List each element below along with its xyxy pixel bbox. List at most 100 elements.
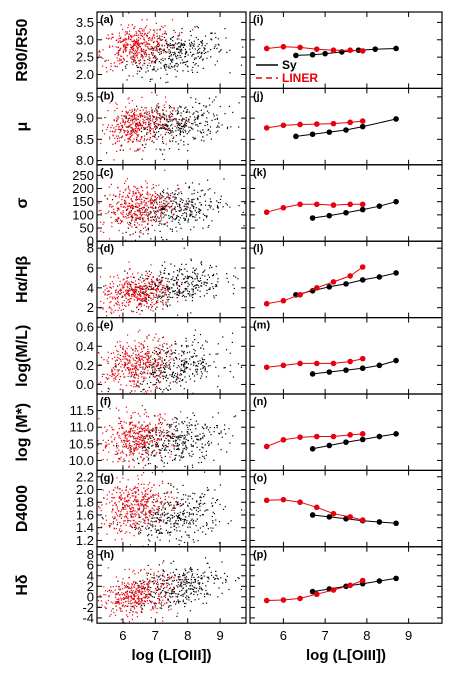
scatter-point-sy	[191, 498, 194, 500]
scatter-point-liner	[155, 387, 157, 389]
scatter-point-liner	[126, 126, 128, 128]
scatter-point-liner	[149, 210, 151, 213]
scatter-point-sy	[228, 428, 230, 430]
scatter-point-sy	[163, 149, 165, 151]
scatter-point-sy	[160, 439, 162, 441]
scatter-point-liner	[162, 33, 164, 35]
scatter-point-sy	[179, 290, 181, 293]
scatter-point-liner	[165, 198, 167, 200]
scatter-point-sy	[207, 179, 209, 181]
scatter-point-liner	[128, 444, 130, 446]
scatter-point-sy	[204, 124, 206, 127]
scatter-point-sy	[205, 363, 207, 365]
scatter-point-sy	[174, 445, 176, 447]
scatter-point-sy	[182, 444, 184, 446]
scatter-point-liner	[117, 353, 119, 356]
scatter-point-liner	[153, 292, 155, 295]
trend-point-sy	[326, 212, 333, 219]
scatter-point-sy	[199, 217, 201, 219]
scatter-point-liner	[145, 51, 147, 54]
scatter-point-liner	[102, 432, 104, 434]
scatter-point-sy	[160, 433, 163, 435]
scatter-point-liner	[128, 205, 130, 207]
scatter-point-sy	[200, 52, 202, 54]
scatter-point-liner	[108, 290, 110, 292]
scatter-point-sy	[141, 114, 143, 116]
scatter-point-liner	[132, 134, 134, 136]
scatter-point-sy	[168, 449, 171, 451]
scatter-point-sy	[172, 276, 174, 278]
scatter-point-sy	[165, 128, 167, 131]
scatter-point-sy	[152, 517, 154, 519]
scatter-point-sy	[169, 440, 171, 442]
scatter-point-sy	[160, 58, 162, 61]
y-tick-label: 50	[80, 221, 94, 236]
scatter-point-sy	[189, 207, 191, 209]
scatter-point-sy	[201, 45, 203, 47]
scatter-point-liner	[159, 373, 161, 376]
scatter-point-sy	[189, 129, 191, 132]
scatter-point-sy	[172, 131, 174, 133]
scatter-point-sy	[153, 123, 155, 125]
scatter-point-sy	[163, 295, 165, 297]
scatter-point-sy	[174, 44, 176, 46]
scatter-point-sy	[176, 47, 178, 49]
scatter-point-liner	[114, 309, 116, 311]
scatter-point-liner	[169, 139, 171, 141]
scatter-point-liner	[133, 27, 135, 30]
scatter-point-sy	[177, 126, 180, 129]
scatter-point-liner	[158, 358, 160, 360]
scatter-point-liner	[150, 203, 152, 205]
scatter-point-liner	[154, 126, 156, 128]
scatter-point-liner	[125, 49, 127, 52]
scatter-point-sy	[155, 530, 158, 532]
scatter-point-liner	[101, 375, 104, 378]
scatter-point-liner	[141, 376, 143, 378]
scatter-point-sy	[166, 351, 168, 353]
scatter-point-sy	[197, 48, 200, 50]
scatter-point-liner	[160, 423, 163, 426]
scatter-point-liner	[167, 301, 169, 303]
scatter-point-sy	[155, 118, 157, 120]
scatter-point-sy	[205, 106, 207, 108]
scatter-point-sy	[200, 377, 202, 379]
scatter-point-sy	[158, 449, 160, 451]
scatter-point-liner	[108, 443, 110, 445]
scatter-point-sy	[198, 116, 200, 118]
scatter-point-sy	[214, 502, 217, 504]
scatter-point-sy	[166, 431, 168, 434]
scatter-point-liner	[164, 419, 166, 421]
scatter-point-liner	[130, 129, 132, 132]
scatter-point-liner	[147, 390, 149, 392]
scatter-point-liner	[106, 444, 108, 446]
scatter-point-liner	[116, 150, 118, 152]
scatter-point-liner	[137, 48, 139, 50]
trend-line-sy	[312, 433, 397, 450]
scatter-point-liner	[138, 198, 140, 200]
scatter-point-liner	[133, 121, 136, 123]
scatter-point-liner	[141, 297, 143, 300]
scatter-point-sy	[131, 208, 134, 210]
scatter-point-liner	[163, 205, 166, 208]
scatter-point-sy	[154, 431, 157, 433]
scatter-point-sy	[190, 214, 192, 216]
scatter-point-liner	[134, 362, 136, 365]
scatter-point-liner	[146, 415, 148, 417]
scatter-point-liner	[106, 429, 108, 431]
scatter-point-liner	[127, 43, 129, 46]
scatter-point-liner	[136, 443, 138, 446]
scatter-point-liner	[107, 59, 109, 61]
scatter-point-sy	[184, 441, 187, 443]
scatter-point-liner	[130, 34, 132, 37]
scatter-point-sy	[175, 226, 177, 228]
scatter-point-liner	[135, 127, 137, 129]
scatter-point-liner	[127, 304, 130, 306]
scatter-point-liner	[135, 356, 137, 358]
scatter-point-sy	[137, 66, 140, 68]
scatter-point-liner	[128, 12, 130, 14]
scatter-point-sy	[178, 423, 180, 425]
scatter-point-sy	[235, 276, 237, 278]
scatter-point-sy	[183, 362, 185, 364]
scatter-point-liner	[132, 427, 135, 429]
trend-point-sy	[359, 123, 366, 130]
